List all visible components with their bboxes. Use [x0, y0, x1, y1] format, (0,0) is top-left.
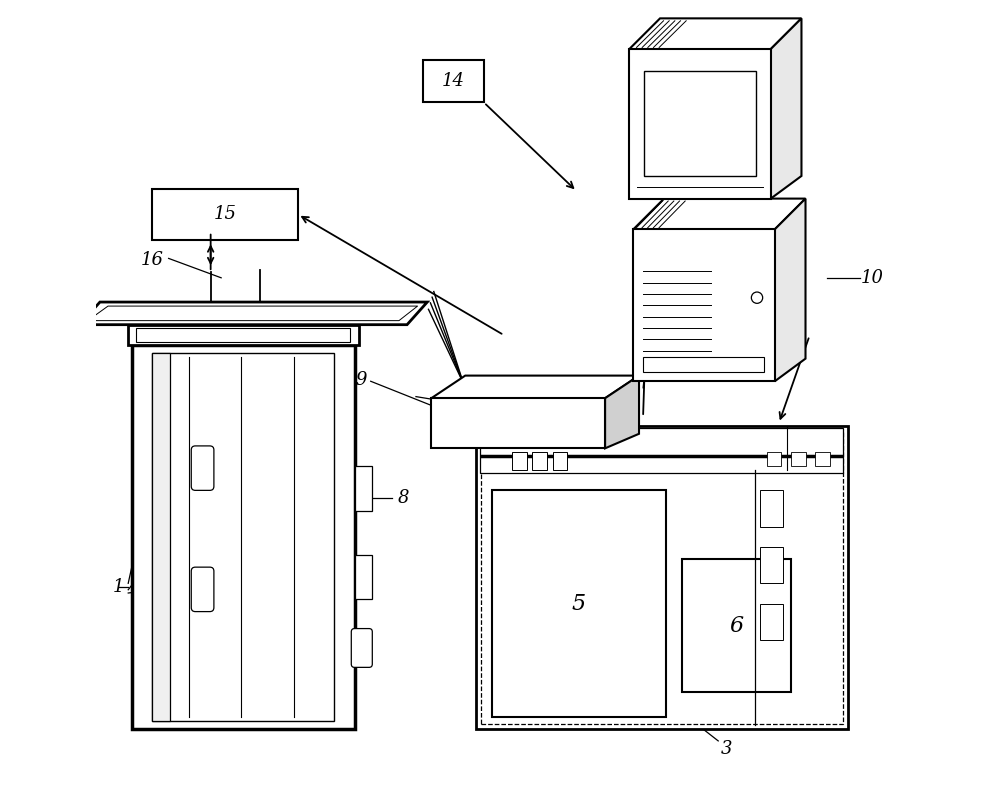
Bar	[492, 491, 666, 717]
Bar	[767, 452, 781, 466]
Bar	[629, 49, 771, 199]
Bar	[136, 328, 350, 341]
Text: 1: 1	[113, 578, 124, 596]
Bar	[760, 491, 783, 526]
Text: 10: 10	[860, 268, 883, 287]
Polygon shape	[633, 199, 806, 230]
Bar	[644, 71, 756, 176]
Bar	[480, 428, 843, 473]
Bar	[553, 453, 567, 470]
Bar	[643, 357, 764, 371]
Text: 3: 3	[721, 740, 732, 758]
Bar	[423, 60, 484, 102]
Text: 14: 14	[442, 72, 465, 90]
Text: 16: 16	[141, 251, 164, 269]
Bar	[760, 547, 783, 583]
Text: 6: 6	[729, 615, 743, 637]
Bar	[355, 466, 372, 511]
Bar	[132, 345, 355, 729]
Polygon shape	[431, 375, 639, 398]
Bar	[152, 353, 170, 721]
Bar	[128, 324, 359, 345]
Bar	[791, 452, 806, 466]
Text: 9: 9	[355, 371, 367, 388]
Bar	[682, 559, 791, 693]
Polygon shape	[775, 199, 806, 381]
Bar	[760, 603, 783, 640]
Text: 8: 8	[397, 490, 409, 508]
FancyBboxPatch shape	[191, 446, 214, 491]
Bar	[152, 353, 334, 721]
Text: 5: 5	[572, 593, 586, 615]
Polygon shape	[80, 302, 427, 324]
Bar	[355, 555, 372, 599]
Text: 2: 2	[459, 391, 471, 409]
FancyBboxPatch shape	[351, 629, 372, 667]
Polygon shape	[629, 19, 801, 49]
Bar	[476, 426, 848, 729]
Bar	[481, 431, 843, 724]
Bar	[512, 453, 527, 470]
Bar	[152, 189, 298, 240]
Polygon shape	[771, 19, 801, 199]
Bar	[815, 452, 830, 466]
Text: 15: 15	[214, 205, 237, 223]
Bar	[532, 453, 547, 470]
Polygon shape	[605, 375, 639, 448]
FancyBboxPatch shape	[191, 567, 214, 611]
Bar	[633, 230, 775, 381]
Text: 4: 4	[545, 413, 557, 431]
Bar	[431, 398, 605, 448]
